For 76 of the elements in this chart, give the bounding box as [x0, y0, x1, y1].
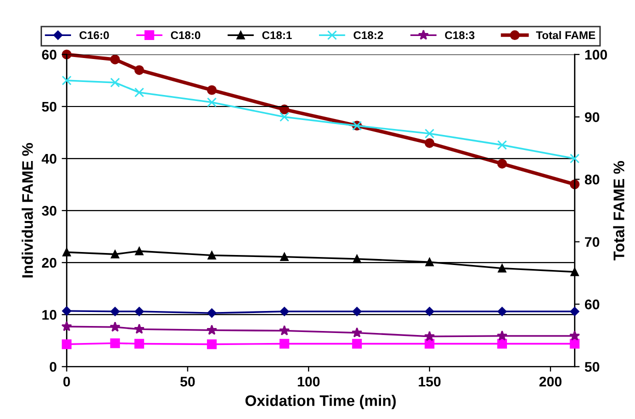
point — [279, 325, 290, 336]
point — [570, 154, 580, 164]
legend-label: C18:0 — [170, 31, 200, 40]
point — [208, 251, 216, 260]
x-axis-title: Oxidation Time (min) — [245, 394, 396, 410]
y2-tick-label: 90 — [584, 112, 600, 122]
point — [134, 338, 144, 349]
legend-label: C18:1 — [262, 31, 292, 40]
x-tick-label: 0 — [63, 376, 70, 387]
y2-axis-title: Total FAME % — [613, 161, 624, 260]
y2-tick-label: 50 — [584, 362, 600, 372]
point — [134, 306, 144, 316]
point — [206, 97, 217, 108]
point — [425, 258, 434, 266]
point — [134, 65, 144, 75]
point — [62, 76, 72, 86]
legend-label: C18:2 — [354, 31, 384, 40]
point — [207, 308, 216, 318]
point — [62, 248, 71, 256]
point — [352, 254, 362, 264]
point — [62, 339, 72, 350]
point — [110, 54, 120, 64]
x-tick-label: 200 — [539, 376, 562, 387]
y2-tick-label: 100 — [585, 50, 607, 60]
point — [352, 338, 362, 349]
y-tick-label: 50 — [42, 102, 56, 112]
point — [135, 246, 144, 256]
point — [110, 322, 120, 332]
point — [280, 252, 289, 262]
point — [352, 327, 362, 338]
y-tick-label: 10 — [42, 310, 56, 320]
legend-label: C18:3 — [445, 31, 474, 40]
point — [424, 338, 434, 349]
y2-tick-label: 80 — [584, 174, 600, 184]
point — [424, 128, 434, 138]
point — [110, 306, 120, 316]
y-tick-label: 30 — [42, 206, 56, 216]
point — [206, 339, 217, 350]
point — [496, 330, 508, 341]
point — [110, 78, 120, 88]
point — [498, 264, 506, 272]
y-axis-title: Individual FAME % — [22, 143, 33, 278]
x-tick-label: 150 — [418, 376, 441, 387]
y2-tick-label: 70 — [584, 237, 600, 247]
point — [570, 268, 579, 276]
point — [497, 158, 507, 169]
point — [424, 330, 435, 342]
point — [61, 321, 72, 332]
point — [206, 324, 218, 335]
y2-tick-label: 60 — [584, 300, 600, 310]
point — [110, 250, 120, 258]
point — [352, 306, 362, 316]
point — [570, 338, 580, 349]
point — [570, 306, 580, 316]
point — [110, 338, 120, 348]
x-tick-label: 100 — [298, 376, 320, 387]
point — [134, 324, 145, 334]
x-tick-label: 50 — [180, 376, 195, 387]
point — [497, 140, 507, 150]
y-tick-label: 0 — [50, 362, 56, 372]
point — [497, 338, 507, 349]
legend-label: C16:0 — [80, 31, 109, 40]
y-tick-label: 60 — [42, 50, 56, 60]
point — [280, 338, 290, 349]
point — [424, 138, 434, 148]
y-tick-label: 20 — [42, 258, 56, 268]
point — [497, 306, 507, 316]
legend-label: Total FAME — [536, 30, 596, 40]
point — [134, 88, 144, 98]
point — [206, 85, 217, 95]
point — [280, 306, 290, 316]
point — [280, 112, 290, 122]
point — [569, 330, 580, 341]
y-tick-label: 40 — [42, 154, 56, 164]
point — [424, 306, 434, 316]
point — [62, 306, 72, 316]
